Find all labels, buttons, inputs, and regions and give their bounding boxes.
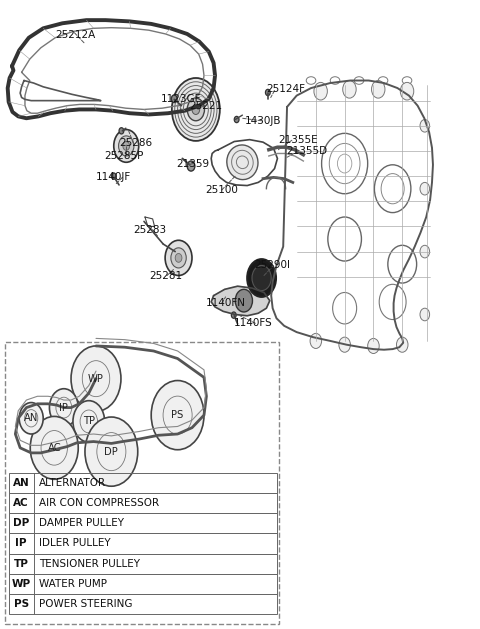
Circle shape [71, 346, 121, 411]
Circle shape [119, 136, 134, 156]
Text: 25290I: 25290I [254, 260, 290, 270]
Circle shape [172, 78, 220, 141]
Circle shape [19, 403, 43, 434]
Circle shape [343, 81, 356, 98]
Text: 21359: 21359 [177, 159, 210, 169]
Circle shape [85, 417, 138, 486]
Circle shape [231, 312, 236, 318]
Bar [9, 473, 277, 493]
Text: PS: PS [171, 410, 184, 420]
Circle shape [171, 95, 177, 103]
Text: IP: IP [60, 403, 68, 413]
Text: AIR CON COMPRESSOR: AIR CON COMPRESSOR [39, 498, 159, 508]
Circle shape [234, 116, 239, 123]
Circle shape [420, 182, 430, 195]
Text: 21355D: 21355D [286, 146, 327, 156]
Text: ALTERNATOR: ALTERNATOR [39, 478, 107, 488]
Text: 25221: 25221 [190, 101, 223, 111]
Text: DAMPER PULLEY: DAMPER PULLEY [39, 518, 124, 528]
Text: TENSIONER PULLEY: TENSIONER PULLEY [39, 559, 140, 569]
Text: IDLER PULLEY: IDLER PULLEY [39, 538, 111, 548]
Circle shape [235, 289, 252, 312]
Circle shape [30, 416, 78, 479]
Circle shape [192, 104, 200, 114]
Text: AC: AC [48, 443, 61, 453]
Text: DP: DP [105, 447, 118, 457]
Text: IP: IP [15, 538, 27, 548]
Text: WATER PUMP: WATER PUMP [39, 579, 108, 589]
Circle shape [175, 253, 182, 262]
Bar [9, 493, 277, 513]
Text: 25100: 25100 [205, 185, 238, 195]
Circle shape [310, 333, 322, 348]
Text: 1140FS: 1140FS [234, 318, 273, 328]
Text: POWER STEERING: POWER STEERING [39, 599, 133, 609]
Circle shape [314, 82, 327, 100]
Text: WP: WP [88, 374, 104, 384]
Circle shape [187, 161, 195, 171]
Circle shape [372, 81, 385, 98]
Text: 25281: 25281 [149, 270, 182, 281]
Text: TP: TP [14, 559, 28, 569]
Bar [9, 574, 277, 594]
Text: 25286: 25286 [119, 138, 152, 148]
Bar [9, 554, 277, 574]
Circle shape [49, 389, 78, 426]
Circle shape [171, 248, 186, 268]
Circle shape [396, 337, 408, 352]
Text: 1140FN: 1140FN [205, 298, 245, 308]
Circle shape [111, 173, 116, 179]
Circle shape [420, 245, 430, 258]
Circle shape [114, 130, 139, 162]
Circle shape [420, 120, 430, 132]
Circle shape [151, 381, 204, 450]
Polygon shape [211, 286, 270, 316]
Circle shape [165, 240, 192, 276]
Text: 25124F: 25124F [266, 84, 305, 94]
Circle shape [339, 337, 350, 352]
Text: DP: DP [13, 518, 29, 528]
Text: AC: AC [13, 498, 29, 508]
Text: AN: AN [13, 478, 29, 488]
Bar [9, 513, 277, 533]
Bar [9, 533, 277, 554]
Text: 25285P: 25285P [105, 151, 144, 161]
Text: 1140JF: 1140JF [96, 172, 131, 182]
Circle shape [368, 338, 379, 353]
Text: TP: TP [83, 416, 95, 426]
Text: 25212A: 25212A [55, 30, 96, 40]
Circle shape [73, 401, 105, 442]
Circle shape [265, 89, 270, 96]
Text: AN: AN [24, 413, 38, 423]
Circle shape [252, 265, 271, 291]
Text: 25283: 25283 [133, 225, 167, 235]
Text: 1430JB: 1430JB [245, 116, 281, 126]
Text: 21355E: 21355E [278, 135, 318, 145]
Circle shape [119, 128, 124, 134]
Bar [9, 594, 277, 614]
Circle shape [247, 259, 276, 297]
Circle shape [187, 98, 204, 121]
Text: 1123GF: 1123GF [161, 94, 201, 104]
Circle shape [123, 142, 130, 150]
FancyBboxPatch shape [5, 342, 279, 624]
Text: PS: PS [13, 599, 29, 609]
Text: WP: WP [12, 579, 31, 589]
Circle shape [400, 82, 414, 100]
Circle shape [420, 308, 430, 321]
Ellipse shape [227, 145, 258, 180]
